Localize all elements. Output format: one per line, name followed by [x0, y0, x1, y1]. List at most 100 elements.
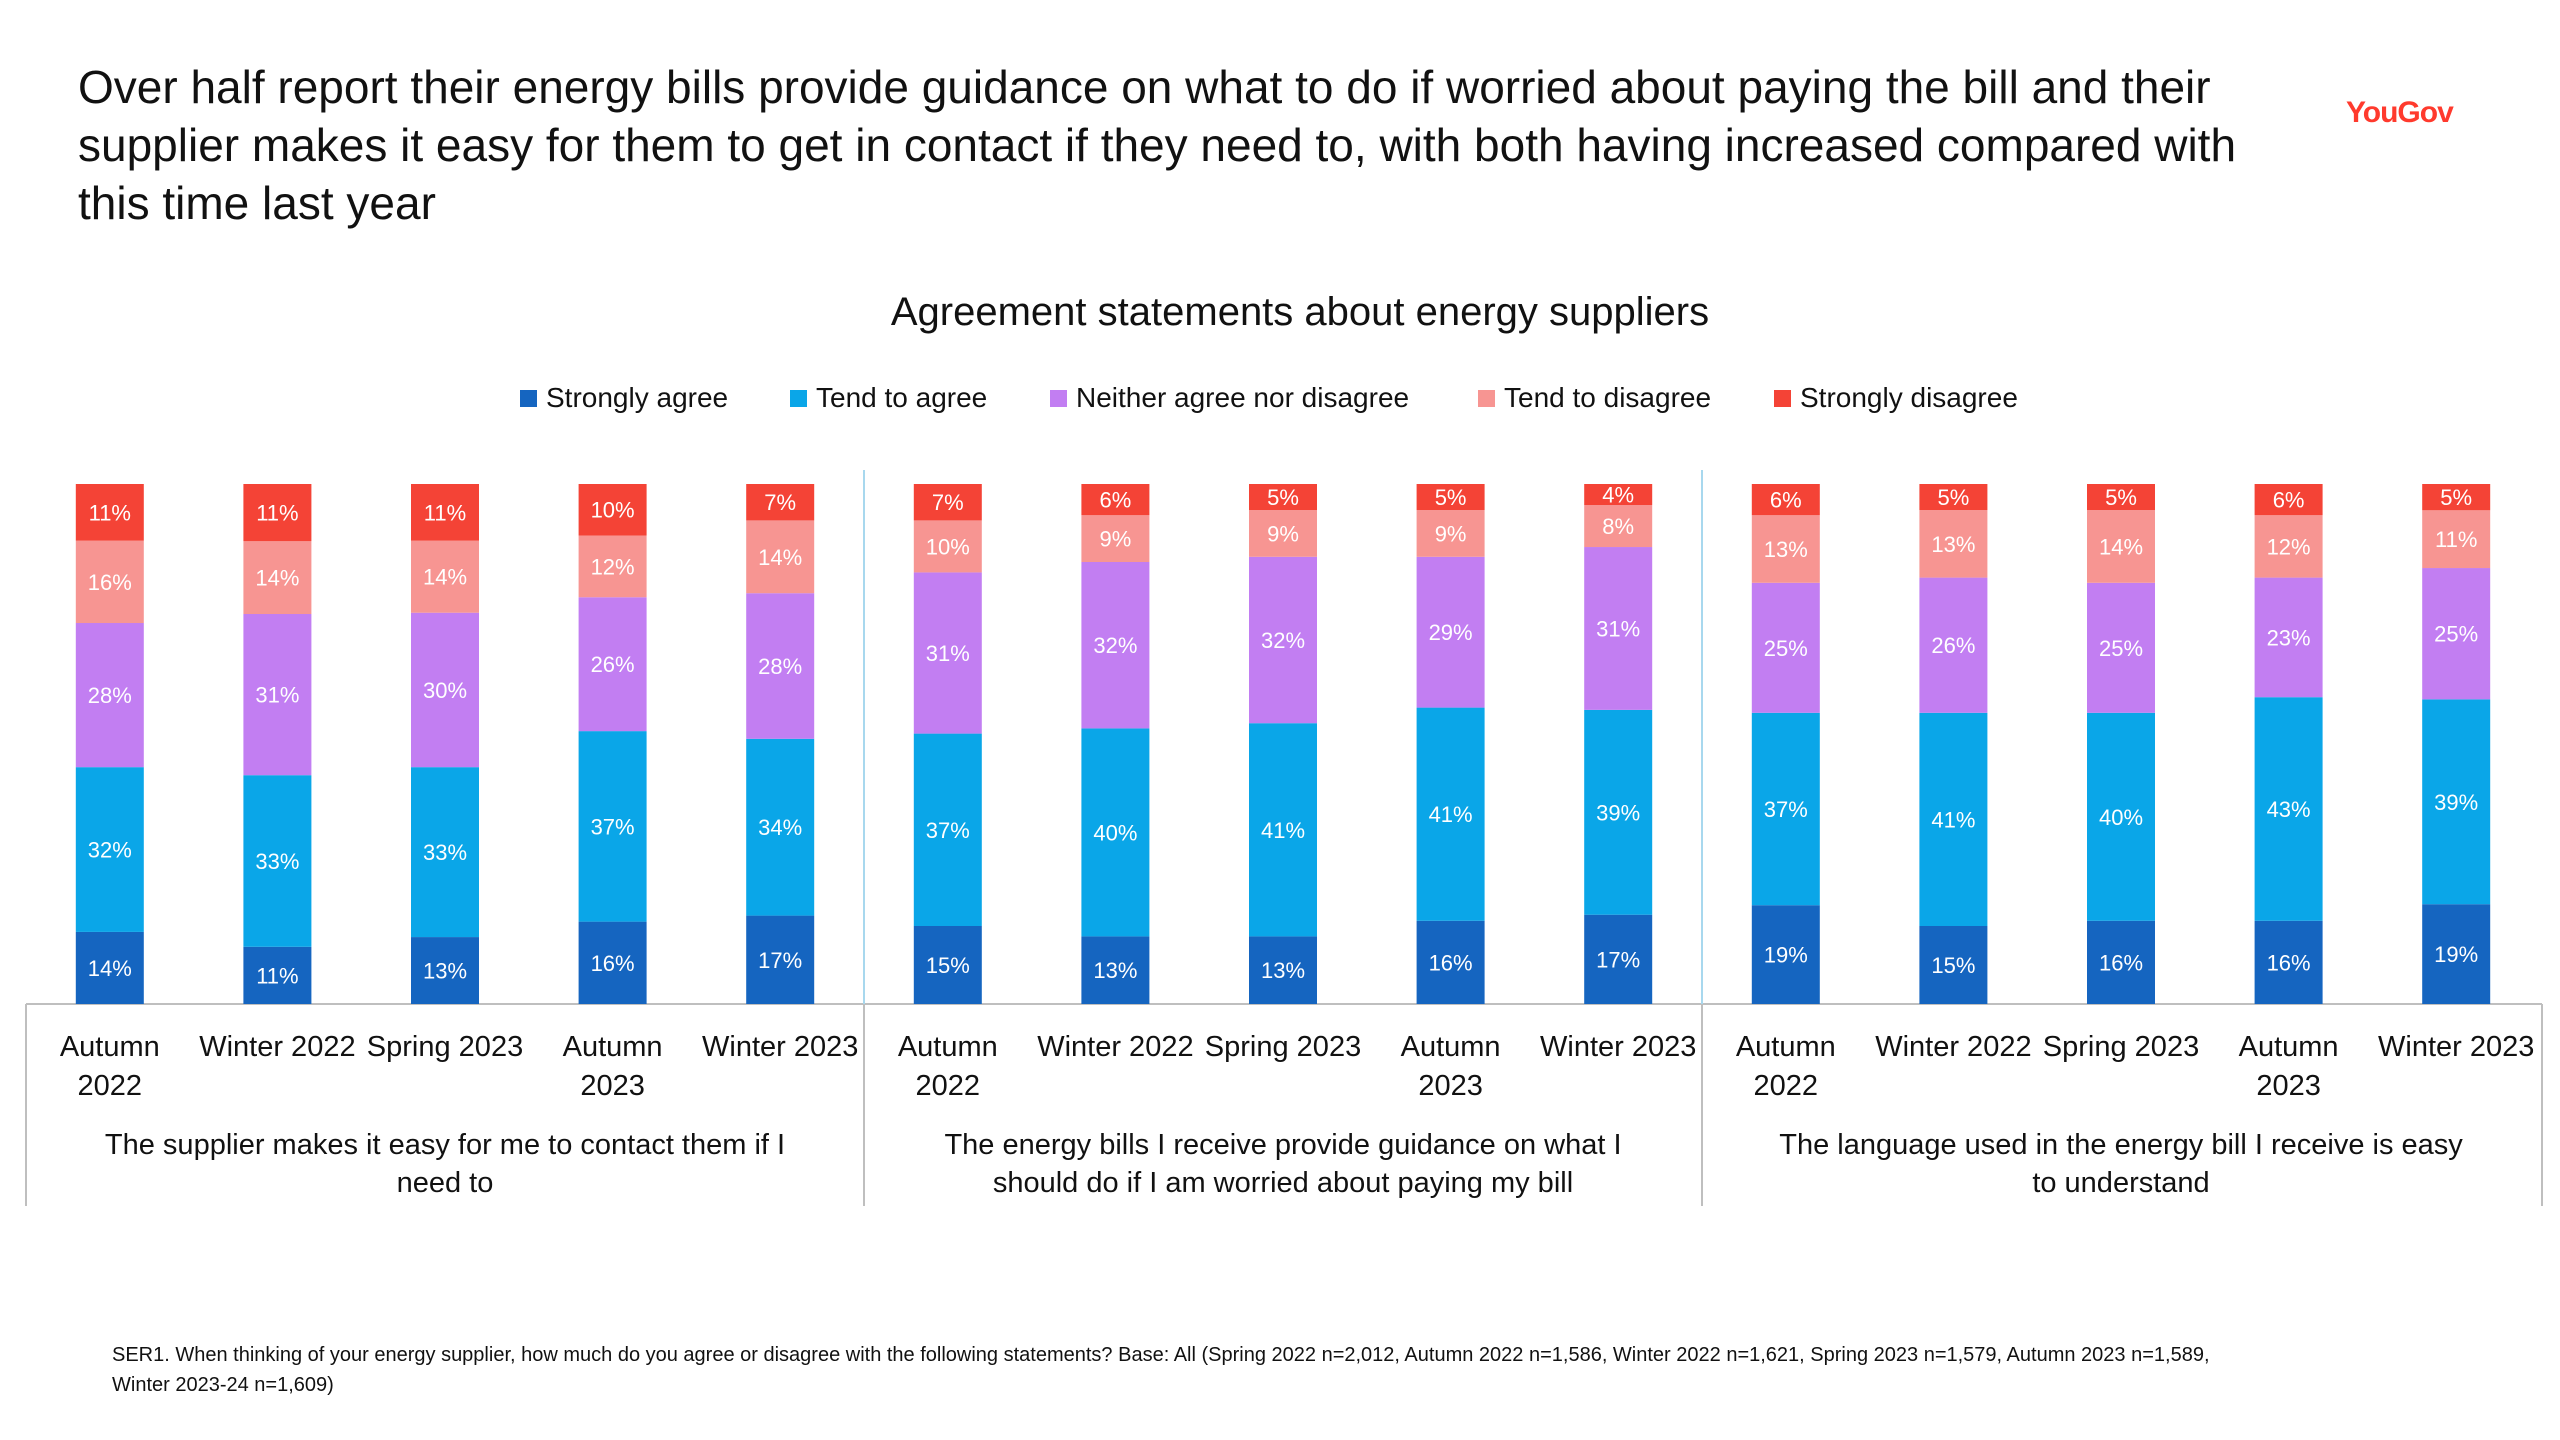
group-label: to understand: [2032, 1167, 2209, 1199]
data-label: 12%: [591, 554, 635, 579]
data-label: 13%: [1931, 532, 1975, 557]
data-label: 6%: [1770, 488, 1802, 513]
data-label: 5%: [1938, 485, 1970, 510]
legend-label: Strongly disagree: [1800, 382, 2018, 413]
bar-segment: [578, 921, 647, 1004]
stacked-bar-chart: Agreement statements about energy suppli…: [25, 290, 2543, 1206]
bar-segment: [411, 484, 479, 541]
data-label: 5%: [2440, 485, 2472, 510]
bar-segment: [746, 520, 815, 594]
data-label: 33%: [255, 849, 299, 874]
data-label: 8%: [1602, 514, 1634, 539]
bar-segment: [1919, 577, 1988, 713]
bar-segment: [2087, 920, 2155, 1004]
bar-segment: [1416, 920, 1485, 1004]
bar-segment: [1081, 515, 1150, 562]
data-label: 26%: [591, 652, 635, 677]
data-label: 37%: [591, 814, 635, 839]
data-label: 7%: [932, 490, 964, 515]
legend-label: Tend to agree: [816, 382, 987, 413]
data-label: 41%: [1261, 818, 1305, 843]
bar-segment: [2087, 484, 2155, 510]
bar-segment: [411, 612, 479, 768]
bar-segment: [1584, 547, 1653, 710]
data-label: 37%: [926, 818, 970, 843]
data-label: 17%: [1596, 947, 1640, 972]
bar-segment: [578, 597, 647, 732]
legend-label: Strongly agree: [546, 382, 728, 413]
data-label: 14%: [88, 956, 132, 981]
data-label: 29%: [1429, 620, 1473, 645]
bar-segment: [2254, 697, 2323, 921]
bar-segment: [1584, 914, 1653, 1004]
bar-segment: [411, 767, 479, 938]
data-label: 6%: [1100, 488, 1132, 513]
period-label: Winter 2022: [1875, 1031, 2031, 1063]
group-label: The energy bills I receive provide guida…: [944, 1129, 1621, 1161]
data-label: 5%: [1267, 485, 1299, 510]
data-label: 31%: [1596, 616, 1640, 641]
bar-segment: [1416, 510, 1485, 557]
legend-label: Neither agree nor disagree: [1076, 382, 1409, 413]
data-label: 40%: [2099, 805, 2143, 830]
data-label: 11%: [424, 500, 466, 525]
bar-segment: [75, 931, 144, 1004]
period-label: 2022: [1754, 1070, 1819, 1102]
data-label: 37%: [1764, 797, 1808, 822]
legend-swatch: [1774, 390, 1791, 407]
group-label: The language used in the energy bill I r…: [1779, 1129, 2463, 1161]
bar-segment: [243, 946, 312, 1004]
period-label: 2023: [1418, 1070, 1483, 1102]
data-label: 10%: [926, 534, 970, 559]
bar-segment: [1919, 484, 1988, 510]
bar-segment: [411, 937, 479, 1004]
group-label: should do if I am worried about paying m…: [993, 1167, 1573, 1199]
data-label: 14%: [758, 545, 802, 570]
data-label: 31%: [255, 683, 299, 708]
bar-segment: [2087, 582, 2155, 713]
period-label: Spring 2023: [2043, 1031, 2199, 1063]
bar-segment: [2422, 904, 2491, 1004]
data-label: 11%: [89, 500, 131, 525]
legend-swatch: [1050, 390, 1067, 407]
data-label: 14%: [2099, 534, 2143, 559]
data-label: 17%: [758, 948, 802, 973]
data-label: 15%: [1931, 953, 1975, 978]
data-label: 43%: [2267, 797, 2311, 822]
bar-segment: [75, 540, 144, 624]
bar-segment: [2254, 515, 2323, 578]
chart-title: Agreement statements about energy suppli…: [891, 290, 1709, 334]
bar-segment: [1249, 723, 1317, 937]
data-label: 13%: [1093, 958, 1137, 983]
bar-segment: [578, 731, 647, 922]
data-label: 16%: [88, 570, 132, 595]
bar-segment: [1584, 505, 1653, 548]
bar-segment: [2254, 920, 2323, 1004]
bar-segment: [243, 541, 312, 614]
data-label: 9%: [1435, 521, 1467, 546]
bar-segment: [1584, 484, 1653, 506]
legend-swatch: [790, 390, 807, 407]
data-label: 5%: [2105, 485, 2137, 510]
bar-segment: [1249, 484, 1317, 510]
bar-segment: [2087, 712, 2155, 921]
period-label: Autumn: [898, 1031, 998, 1063]
data-label: 9%: [1100, 527, 1132, 552]
period-label: 2022: [78, 1070, 143, 1102]
data-label: 39%: [2434, 790, 2478, 815]
bar-segment: [1751, 905, 1820, 1004]
data-label: 40%: [1093, 820, 1137, 845]
bar-segment: [1416, 707, 1485, 921]
data-label: 16%: [591, 951, 635, 976]
period-label: Winter 2023: [1540, 1031, 1696, 1063]
bar-segment: [1081, 728, 1150, 937]
data-label: 16%: [2099, 950, 2143, 975]
data-label: 19%: [2434, 942, 2478, 967]
data-label: 23%: [2267, 625, 2311, 650]
bar-segment: [2254, 577, 2323, 698]
period-label: Autumn: [1736, 1031, 1836, 1063]
bar-segment: [913, 520, 982, 573]
headline: Over half report their energy bills prov…: [78, 61, 2237, 229]
data-label: 16%: [1429, 950, 1473, 975]
period-label: Spring 2023: [1205, 1031, 1361, 1063]
